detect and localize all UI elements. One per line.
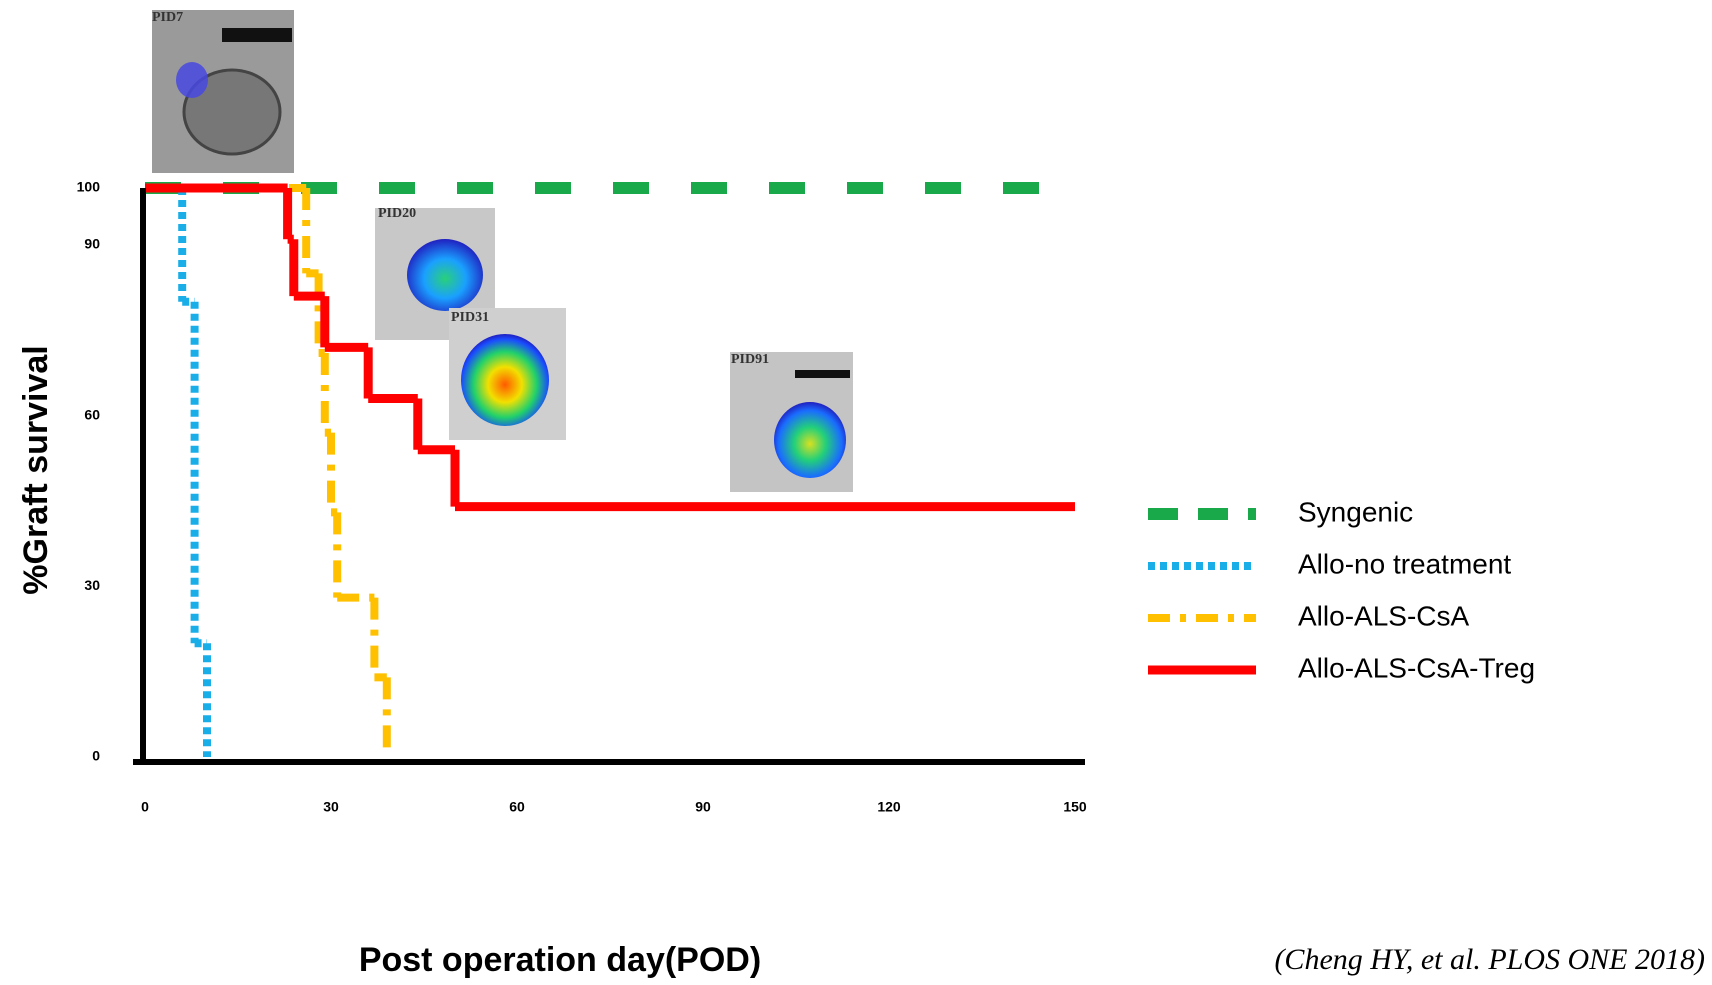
citation: (Cheng HY, et al. PLOS ONE 2018) — [1274, 943, 1705, 976]
y-tick-label: 0 — [92, 748, 100, 764]
image-label: PID91 — [731, 352, 769, 367]
image-pid7 — [152, 10, 294, 173]
legend-label: Allo-ALS-CsA-Treg — [1298, 652, 1535, 683]
image-label: PID20 — [378, 206, 416, 221]
legend-label: Syngenic — [1298, 496, 1413, 527]
image-pid31 — [449, 308, 566, 440]
x-axis-title: Post operation day(POD) — [359, 941, 761, 979]
image-label: PID31 — [451, 310, 489, 325]
y-tick-label: 60 — [84, 406, 100, 422]
x-tick-label: 150 — [1063, 799, 1087, 815]
x-tick-label: 30 — [323, 799, 339, 815]
y-tick-label: 100 — [77, 179, 101, 195]
image-pid91 — [730, 352, 853, 492]
y-tick-label: 30 — [84, 577, 100, 593]
legend-label: Allo-ALS-CsA — [1298, 600, 1469, 631]
image-label: PID7 — [152, 10, 183, 25]
x-tick-label: 90 — [695, 799, 711, 815]
x-tick-label: 0 — [141, 799, 149, 815]
y-tick-label: 90 — [84, 236, 100, 252]
x-tick-label: 120 — [877, 799, 901, 815]
legend-label: Allo-no treatment — [1298, 548, 1511, 579]
y-axis-title: %Graft survival — [17, 345, 55, 594]
x-tick-label: 60 — [509, 799, 525, 815]
